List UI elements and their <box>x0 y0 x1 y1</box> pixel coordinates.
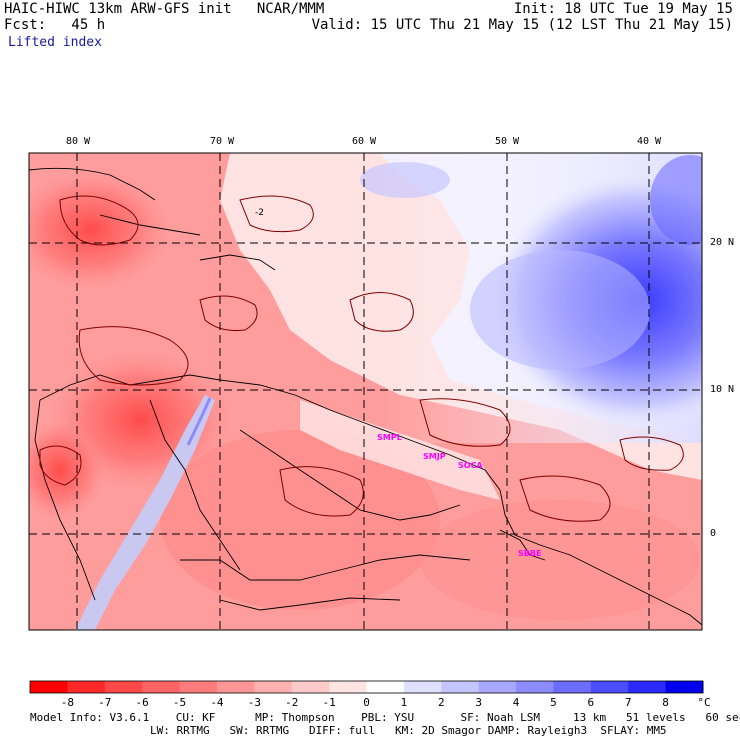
station-label-smjp: SMJP <box>423 452 446 461</box>
colorbar-swatch <box>104 681 143 693</box>
colorbar-swatch <box>142 681 181 693</box>
lat-label-0: 0 <box>710 528 717 539</box>
colorbar-tick-label: 4 <box>512 696 520 709</box>
colorbar-tick-label: 2 <box>437 696 445 709</box>
lat-label-20n: 20 N <box>710 237 735 248</box>
map-frame <box>28 152 703 631</box>
colorbar-tick-label: 7 <box>624 696 632 709</box>
station-label-sbbe: SBBE <box>518 549 541 558</box>
colorbar-swatch <box>628 681 667 693</box>
colorbar-swatch <box>478 681 517 693</box>
colorbar-tick-label: -8 <box>60 696 74 709</box>
colorbar-swatch <box>254 681 293 693</box>
unstable-brazil <box>420 500 700 620</box>
stable-patch-ne <box>650 155 702 245</box>
colorbar-tick-label: 6 <box>587 696 595 709</box>
station-label-smpl: SMPL <box>377 433 402 442</box>
model-info-line2: LW: RRTMG SW: RRTMG DIFF: full KM: 2D Sm… <box>150 724 667 737</box>
lon-label-80w: 80 W <box>66 136 91 147</box>
colorbar-unit: °C <box>697 696 711 709</box>
colorbar-swatch <box>590 681 629 693</box>
colorbar-swatch <box>329 681 367 693</box>
lon-label-40w: 40 W <box>637 136 662 147</box>
colorbar-swatch <box>179 681 218 693</box>
colorbar <box>29 680 704 694</box>
colorbar-swatch <box>516 681 554 693</box>
colorbar-swatch <box>216 681 255 693</box>
init-time: Init: 18 UTC Tue 19 May 15 <box>513 1 733 17</box>
lon-label-70w: 70 W <box>210 136 235 147</box>
colorbar-tick-label: 1 <box>400 696 408 709</box>
station-label-soca: SOCA <box>458 461 483 470</box>
lat-label-10n: 10 N <box>710 384 735 395</box>
colorbar-swatch <box>291 681 330 693</box>
colorbar-tick-label: -6 <box>135 696 149 709</box>
field-name: Lifted index <box>8 35 102 50</box>
stable-patch <box>470 250 650 370</box>
colorbar-tick-label: -7 <box>98 696 112 709</box>
colorbar-tick-label: 3 <box>475 696 482 709</box>
colorbar-swatch <box>665 681 704 693</box>
colorbar-tick-label: -3 <box>247 696 261 709</box>
lon-label-50w: 50 W <box>495 136 520 147</box>
unstable-pacific <box>29 420 105 520</box>
guiana-coast-zone <box>300 400 500 500</box>
lon-label-60w: 60 W <box>352 136 377 147</box>
graticule <box>29 153 702 630</box>
model-title: HAIC-HIWC 13km ARW-GFS init NCAR/MMM <box>4 1 325 17</box>
stable-patch-north <box>360 162 450 198</box>
coastlines <box>29 167 702 626</box>
contour-label: -2 <box>255 208 264 218</box>
colorbar-swatch <box>67 681 106 693</box>
colorbar-tick-label: -4 <box>210 696 224 709</box>
colorbar-tick-label: -5 <box>172 696 187 709</box>
unstable-amazon <box>160 430 440 610</box>
colorbar-tick-label: -2 <box>285 696 299 709</box>
colorbar-tick-label: 5 <box>550 696 557 709</box>
colorbar-tick-label: -1 <box>322 696 336 709</box>
colorbar-swatch <box>553 681 592 693</box>
colorbar-swatch <box>403 681 442 693</box>
colorbar-frame <box>29 680 704 694</box>
colorbar-tick-label: 8 <box>662 696 669 709</box>
colorbar-swatch <box>441 681 480 693</box>
valid-time: Valid: 15 UTC Thu 21 May 15 (12 LST Thu … <box>311 17 733 33</box>
model-info-line1: Model Info: V3.6.1 CU: KF MP: Thompson P… <box>30 711 740 724</box>
colorbar-swatch <box>30 681 68 693</box>
andes-stable-band <box>75 395 215 630</box>
colorbar-tick-label: 0 <box>363 696 370 709</box>
unstable-caribbean <box>29 170 170 290</box>
colorbar-swatch <box>366 681 405 693</box>
forecast-hour: Fcst: 45 h <box>4 17 106 33</box>
contour-lines <box>39 195 684 522</box>
